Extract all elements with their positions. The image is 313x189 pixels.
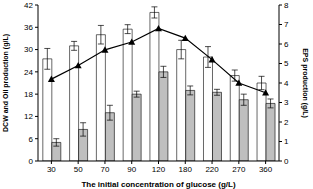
svg-text:220: 220 — [205, 165, 219, 174]
svg-text:24: 24 — [24, 68, 33, 77]
svg-text:180: 180 — [179, 165, 193, 174]
svg-text:1: 1 — [284, 137, 289, 146]
svg-text:6: 6 — [284, 40, 289, 49]
svg-text:30: 30 — [47, 165, 56, 174]
svg-text:6: 6 — [29, 135, 34, 144]
svg-text:120: 120 — [152, 165, 166, 174]
svg-text:0: 0 — [29, 157, 34, 166]
svg-text:90: 90 — [127, 165, 136, 174]
svg-text:2: 2 — [284, 118, 289, 127]
svg-text:8: 8 — [284, 1, 289, 10]
svg-text:EPS production (g/L): EPS production (g/L) — [301, 48, 305, 118]
svg-text:0: 0 — [284, 157, 289, 166]
svg-text:70: 70 — [100, 165, 109, 174]
svg-text:50: 50 — [74, 165, 83, 174]
svg-text:4: 4 — [284, 79, 289, 88]
svg-text:The initial concentration of g: The initial concentration of glucose (g/… — [81, 180, 236, 189]
svg-text:30: 30 — [24, 45, 33, 54]
svg-text:360: 360 — [259, 165, 273, 174]
svg-text:42: 42 — [24, 1, 33, 10]
svg-text:DCW and Oil production (g/L): DCW and Oil production (g/L) — [8, 34, 10, 132]
svg-text:270: 270 — [232, 165, 246, 174]
svg-text:7: 7 — [284, 20, 289, 29]
svg-text:3: 3 — [284, 98, 289, 107]
svg-text:36: 36 — [24, 23, 33, 32]
svg-text:12: 12 — [24, 112, 33, 121]
svg-text:5: 5 — [284, 59, 289, 68]
svg-text:18: 18 — [24, 90, 33, 99]
